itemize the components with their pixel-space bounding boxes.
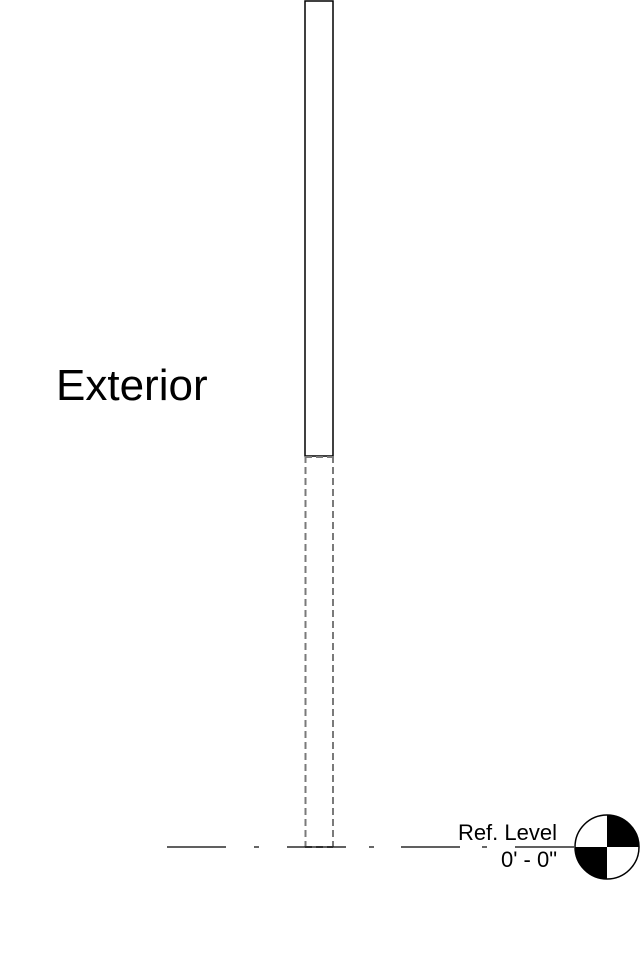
exterior-side-label: Exterior bbox=[56, 361, 208, 410]
level-head-target-icon[interactable] bbox=[573, 813, 640, 881]
level-elevation-label[interactable]: 0' - 0" bbox=[500, 847, 557, 872]
wall-hidden-segment[interactable] bbox=[304, 456, 334, 848]
wall-solid-outline[interactable] bbox=[304, 0, 334, 457]
level-name-label[interactable]: Ref. Level bbox=[457, 820, 557, 845]
